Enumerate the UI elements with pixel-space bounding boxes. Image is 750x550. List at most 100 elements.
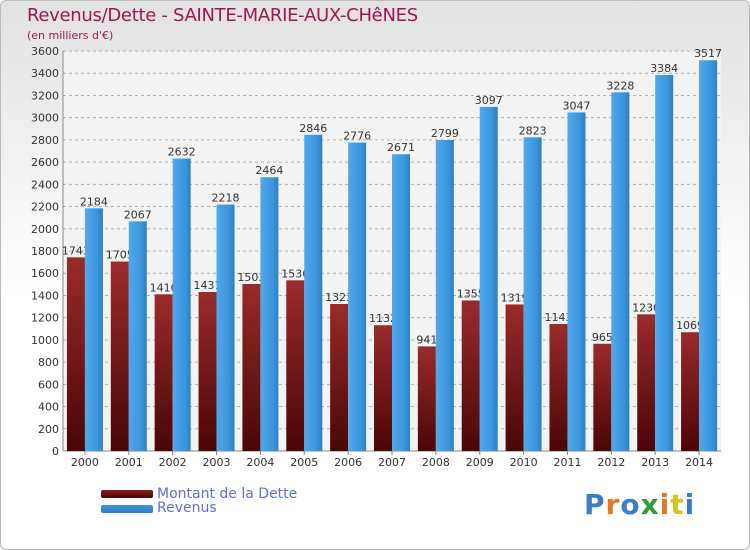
bar-revenue — [655, 75, 674, 451]
bar-debt — [374, 325, 392, 451]
y-tick-label: 3200 — [31, 89, 59, 102]
bar-revenue — [260, 177, 279, 451]
bar-debt — [505, 304, 524, 451]
y-tick-label: 1400 — [31, 289, 59, 302]
logo-letter: i — [659, 488, 671, 521]
x-tick-label: 2009 — [466, 456, 494, 469]
data-label-revenue: 3097 — [475, 94, 503, 107]
y-tick-label: 2600 — [31, 156, 59, 169]
bar-revenue — [128, 221, 147, 451]
data-label-debt: 1431 — [194, 279, 222, 292]
data-label-debt: 1319 — [501, 291, 529, 304]
bar-revenue — [348, 142, 367, 452]
data-label-revenue: 2067 — [124, 208, 152, 221]
bar-debt — [593, 343, 612, 451]
legend-label-debt: Montant de la Dette — [157, 486, 298, 502]
legend-swatch-revenue — [101, 505, 153, 513]
y-tick-label: 1800 — [31, 245, 59, 258]
bar-revenue — [435, 140, 454, 451]
x-tick-label: 2012 — [597, 456, 625, 469]
bar-debt — [110, 261, 129, 451]
data-label-debt: 1705 — [106, 249, 134, 262]
x-tick-label: 2014 — [685, 456, 713, 469]
logo-letter: o — [620, 488, 641, 521]
x-tick-label: 2004 — [246, 456, 274, 469]
logo-letter: i — [684, 488, 696, 521]
x-tick-label: 2010 — [510, 456, 538, 469]
data-label-debt: 1355 — [457, 287, 485, 300]
bar-revenue — [699, 60, 718, 451]
data-label-revenue: 2464 — [255, 164, 283, 177]
bar-debt — [637, 314, 656, 451]
y-tick-label: 3400 — [31, 67, 59, 80]
data-label-debt: 941 — [416, 333, 437, 346]
x-tick-label: 2000 — [71, 456, 99, 469]
proxiti-logo: Proxiti — [584, 488, 695, 521]
data-label-revenue: 2184 — [80, 195, 108, 208]
data-label-debt: 1410 — [150, 281, 178, 294]
x-tick-label: 2002 — [159, 456, 187, 469]
bar-debt — [154, 294, 173, 451]
data-label-revenue: 2218 — [212, 192, 240, 205]
bar-debt — [198, 292, 217, 451]
x-tick-label: 2003 — [203, 456, 231, 469]
x-tick-label: 2001 — [115, 456, 143, 469]
bar-revenue — [304, 134, 323, 451]
y-tick-label: 600 — [38, 378, 59, 391]
x-tick-label: 2006 — [334, 456, 362, 469]
y-tick-label: 2400 — [31, 178, 59, 191]
data-label-debt: 965 — [592, 331, 613, 344]
bar-revenue — [216, 204, 235, 451]
logo-letter: r — [605, 488, 621, 521]
y-tick-label: 200 — [38, 423, 59, 436]
y-tick-label: 1000 — [31, 334, 59, 347]
y-tick-label: 2200 — [31, 201, 59, 214]
x-tick-label: 2008 — [422, 456, 450, 469]
bar-debt — [461, 300, 480, 451]
data-label-revenue: 3517 — [694, 47, 722, 60]
bar-debt — [66, 257, 85, 451]
logo-letter: P — [584, 488, 606, 521]
y-tick-label: 400 — [38, 401, 59, 414]
data-label-debt: 1132 — [369, 312, 397, 325]
data-label-debt: 1069 — [676, 319, 704, 332]
bar-debt — [330, 304, 349, 451]
legend-label-revenue: Revenus — [157, 500, 217, 516]
chart-title: Revenus/Dette - SAINTE-MARIE-AUX-CHêNES — [27, 5, 418, 26]
data-label-revenue: 3047 — [562, 99, 590, 112]
data-label-revenue: 2846 — [299, 122, 327, 135]
bar-debt — [549, 324, 568, 451]
bar-debt — [681, 332, 700, 451]
y-tick-label: 2000 — [31, 223, 59, 236]
y-tick-label: 1600 — [31, 267, 59, 280]
data-label-revenue: 3384 — [650, 62, 678, 75]
logo-letter: x — [640, 488, 660, 521]
data-label-revenue: 2799 — [431, 127, 459, 140]
data-label-debt: 1230 — [632, 301, 660, 314]
data-label-revenue: 2823 — [519, 124, 547, 137]
y-tick-label: 2800 — [31, 134, 59, 147]
y-tick-label: 1200 — [31, 312, 59, 325]
legend-swatch-debt — [101, 490, 153, 498]
y-tick-label: 0 — [52, 445, 59, 458]
bar-revenue — [392, 154, 410, 451]
y-tick-label: 800 — [38, 356, 59, 369]
data-label-debt: 1536 — [281, 267, 309, 280]
bar-revenue — [172, 158, 191, 452]
bar-debt — [242, 284, 261, 451]
logo-letter: t — [670, 488, 685, 521]
x-tick-label: 2011 — [553, 456, 581, 469]
data-label-debt: 1143 — [544, 311, 572, 324]
data-label-revenue: 3228 — [606, 79, 634, 92]
data-label-debt: 1503 — [237, 271, 265, 284]
bar-revenue — [84, 208, 103, 451]
x-tick-label: 2007 — [378, 456, 406, 469]
data-label-revenue: 2776 — [343, 130, 371, 143]
y-tick-label: 3000 — [31, 112, 59, 125]
bar-debt — [286, 280, 305, 451]
y-tick-label: 3600 — [31, 45, 59, 58]
bar-revenue — [479, 106, 498, 451]
chart-subtitle: (en milliers d'€) — [27, 29, 114, 42]
